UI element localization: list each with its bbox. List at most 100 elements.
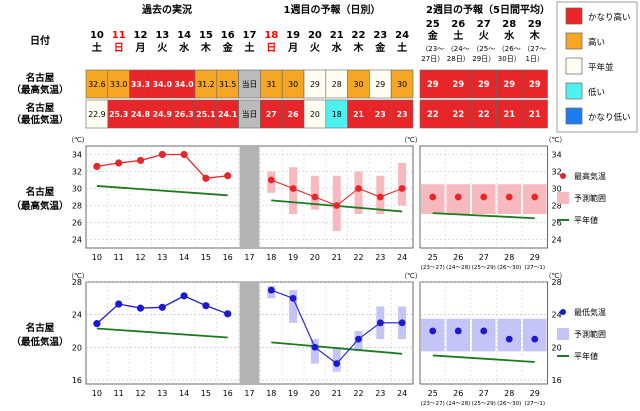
week2-point [454, 193, 462, 201]
x-tick-label: 16 [223, 253, 233, 262]
cell-value: 当日 [242, 109, 258, 119]
charts: 名古屋 （最高気温） 24 24 26 26 28 28 30 30 32 32 34 34 （℃） （℃） （… [11, 136, 606, 407]
w2-x-range-label: (25〜29) [472, 265, 496, 271]
week2-range-box [523, 318, 547, 352]
day-weekday: 火 [310, 42, 321, 54]
unit-label: （℃） [400, 136, 422, 144]
cell-value: 27 [266, 110, 277, 119]
w2-x-tick-label: 27 [479, 389, 489, 398]
w2-cell [470, 69, 497, 99]
observed-point [224, 172, 232, 180]
y-tick-label-right: 34 [552, 151, 562, 160]
observed-point [180, 292, 188, 300]
week2-point [531, 193, 539, 201]
w2-x-tick-label: 29 [530, 253, 540, 262]
observed-point [202, 174, 210, 182]
w2-range-start: （24〜 [447, 45, 470, 53]
w2-cell-value: 29 [503, 80, 515, 90]
w2-day-weekday: 金 [427, 29, 439, 42]
x-tick-label: 11 [114, 389, 124, 398]
unit-label: （℃） [67, 272, 89, 280]
week2-point [505, 335, 513, 343]
today-column [239, 146, 260, 248]
legend-label: 高い [588, 37, 605, 48]
day-weekday: 土 [245, 41, 255, 54]
x-tick-label: 13 [157, 253, 167, 262]
legend-swatch [565, 107, 583, 125]
row-label-station: 名古屋 [26, 72, 55, 84]
y-tick-label: 26 [72, 219, 82, 228]
forecast-point [311, 193, 319, 201]
cell-value: 25.1 [196, 110, 215, 119]
y-tick-label-right: 20 [552, 343, 562, 352]
legend-range-icon [557, 192, 569, 204]
y-tick-label: 28 [72, 278, 82, 287]
cell-value: 20 [310, 110, 320, 119]
x-tick-label: 24 [397, 253, 407, 262]
legend-label: かなり高い [588, 12, 631, 23]
week2-range-box [421, 318, 445, 352]
w2-range-end: 29日） [472, 55, 495, 63]
cell-value: 30 [354, 80, 364, 89]
day-number: 10 [90, 30, 104, 41]
table-cell [390, 69, 414, 99]
y-tick-label-right: 24 [552, 236, 562, 245]
legend-label: かなり低い [588, 112, 631, 123]
w2-cell-value: 29 [478, 80, 490, 90]
day-number: 22 [352, 30, 366, 41]
day-number: 21 [330, 30, 344, 41]
week2-range-box [497, 318, 521, 352]
w2-x-tick-label: 28 [504, 389, 514, 398]
w2-range-end: 27日） [421, 55, 444, 63]
day-number: 16 [221, 30, 235, 41]
w2-x-tick-label: 26 [453, 389, 463, 398]
cell-value: 33.3 [131, 80, 150, 89]
x-tick-label: 17 [244, 389, 254, 398]
cell-value: 24.9 [153, 110, 172, 119]
y-tick-label-right: 26 [552, 219, 562, 228]
x-tick-label: 21 [332, 253, 342, 262]
w2-cell [521, 69, 548, 99]
day-weekday: 日 [266, 42, 276, 54]
forecast-range-bar [310, 339, 319, 364]
w2-x-tick-label: 25 [428, 253, 438, 262]
w2-x-tick-label: 25 [428, 389, 438, 398]
w2-cell-value: 22 [427, 110, 439, 120]
y-tick-label: 24 [72, 236, 82, 245]
w2-cell-value: 29 [427, 80, 439, 90]
day-header: 10土11日12月13火14水15木16金17土18日19月20火21水22木2… [90, 19, 546, 63]
legend-text: 最低気温 [574, 307, 606, 317]
x-tick-label: 18 [266, 253, 276, 262]
chart-station-label: 名古屋 [26, 322, 55, 334]
cell-value: 33.0 [110, 80, 127, 89]
w2-cell [496, 99, 523, 129]
cell-value: 30 [397, 80, 407, 89]
legend-range-icon [557, 328, 569, 340]
legend-text: 予測範囲 [574, 329, 606, 339]
forecast-point [289, 294, 297, 302]
normal-line-week1 [271, 341, 403, 355]
y-tick-label: 24 [72, 311, 82, 320]
today-column [239, 282, 260, 384]
w2-range-start: （26〜 [498, 45, 521, 53]
y-tick-label: 20 [72, 343, 82, 352]
x-tick-label: 21 [332, 389, 342, 398]
w2-range-end: 28日） [447, 55, 470, 63]
day-number: 18 [264, 30, 278, 41]
chart-kind-label: （最低気温） [11, 336, 68, 348]
legend-label: 平年並 [588, 62, 614, 73]
observed-point [136, 304, 145, 312]
day-number: 17 [243, 30, 257, 41]
day-weekday: 土 [397, 41, 407, 54]
row-label-station: 名古屋 [26, 102, 55, 114]
x-tick-label: 24 [397, 389, 407, 398]
day-weekday: 日 [114, 42, 124, 54]
w2-range-start: （23〜 [421, 45, 444, 53]
x-tick-label: 14 [179, 389, 189, 398]
legend-dot-icon [560, 309, 566, 315]
forecast-point [376, 193, 384, 201]
x-tick-label: 10 [92, 389, 102, 398]
w2-range-start: （27〜 [523, 45, 546, 53]
observed-point [136, 156, 145, 165]
x-tick-label: 20 [310, 389, 320, 398]
